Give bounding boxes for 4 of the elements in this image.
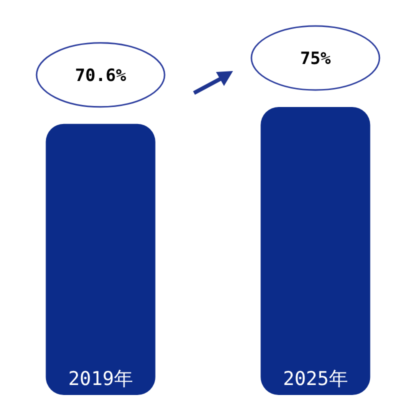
data-label: 75%: [300, 49, 332, 69]
x-tick-label: 2025年: [283, 368, 348, 390]
x-tick-label: 2019年: [68, 368, 133, 390]
data-label: 70.6%: [74, 66, 127, 86]
